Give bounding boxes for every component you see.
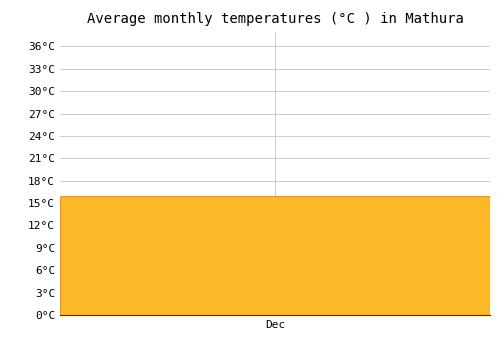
Bar: [60, 196, 490, 315]
Title: Average monthly temperatures (°C ) in Mathura: Average monthly temperatures (°C ) in Ma…: [86, 12, 464, 26]
